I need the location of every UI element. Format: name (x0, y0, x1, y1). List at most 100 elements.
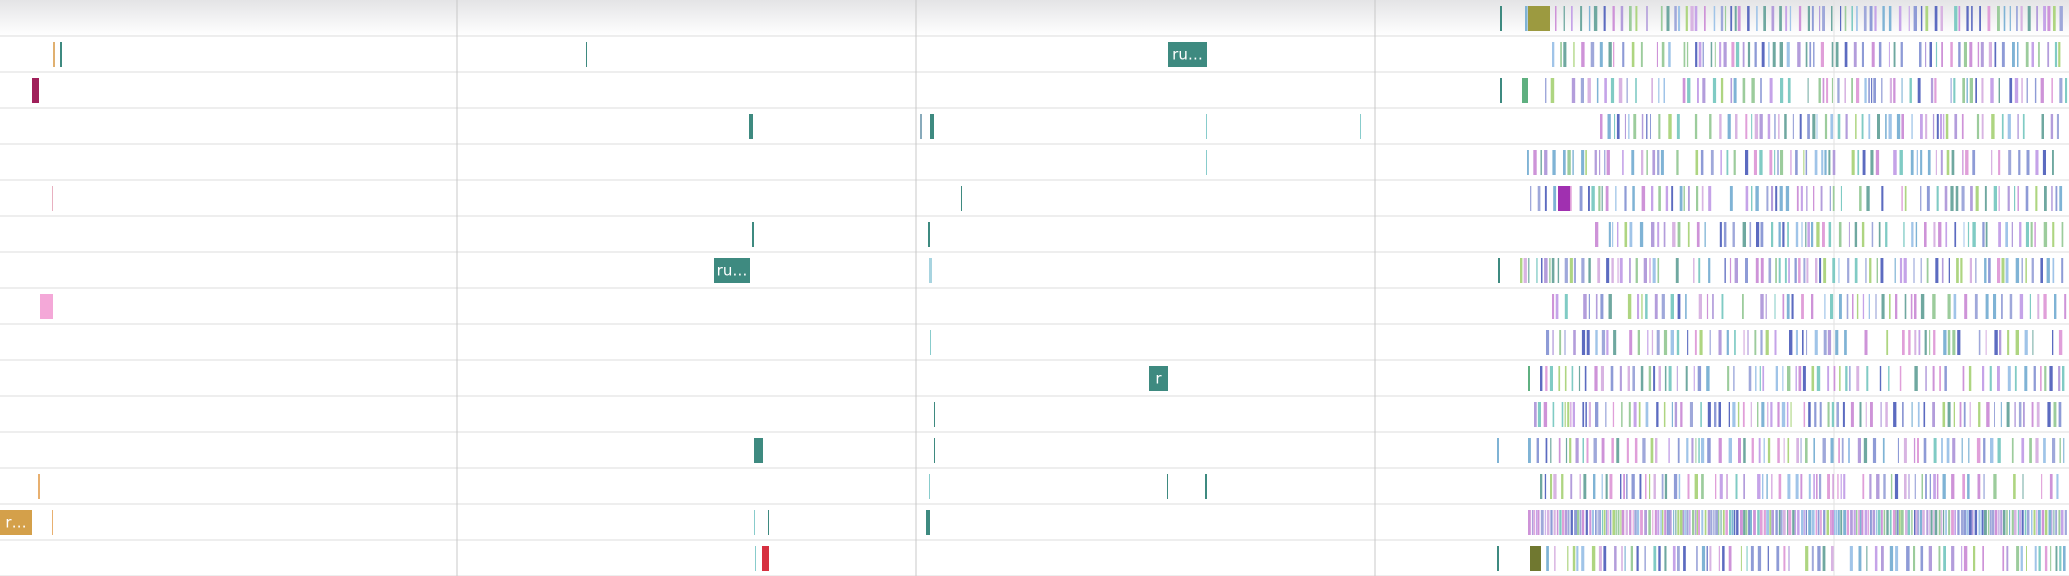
slice (1645, 294, 1648, 319)
slice (1656, 42, 1658, 67)
slice (1819, 402, 1822, 427)
slice (1798, 6, 1802, 31)
slice (1958, 42, 1961, 67)
slice (1729, 186, 1733, 211)
slice (1567, 510, 1570, 535)
slice (1555, 6, 1557, 31)
slice (2016, 546, 2020, 571)
slice (1593, 474, 1596, 499)
slice (1644, 510, 1647, 535)
slice (1601, 474, 1603, 499)
slice (2058, 42, 2061, 67)
slice (1783, 546, 1786, 571)
slice (1742, 222, 1746, 247)
slice[interactable] (714, 258, 750, 283)
slice (2014, 78, 2019, 103)
slice (1947, 402, 1951, 427)
slice (1858, 546, 1862, 571)
slice (1830, 294, 1834, 319)
slice (1811, 546, 1814, 571)
slice-label: ru… (1172, 46, 1203, 64)
slice (1530, 186, 1532, 211)
slice (1761, 42, 1765, 67)
slice (1795, 366, 1797, 391)
slice (1805, 510, 1807, 535)
slice (1967, 222, 1970, 247)
slice (1991, 150, 1993, 175)
slice (1770, 402, 1773, 427)
slice (1957, 330, 1961, 355)
slice (2020, 546, 2023, 571)
slice (1658, 186, 1661, 211)
slice[interactable] (0, 510, 32, 535)
slice (1993, 294, 1997, 319)
slice (1837, 78, 1840, 103)
slice (1806, 258, 1809, 283)
slice (1778, 474, 1782, 499)
slice (1598, 186, 1601, 211)
slice (1610, 366, 1614, 391)
slice (1766, 510, 1769, 535)
slice (1899, 258, 1903, 283)
slice (2017, 186, 2019, 211)
slice[interactable] (1149, 366, 1168, 391)
slice (1668, 114, 1672, 139)
slice (1987, 510, 1990, 535)
slice (1807, 114, 1810, 139)
slice (1666, 6, 1670, 31)
slice (1978, 510, 1981, 535)
slice (1917, 438, 1919, 463)
slice (1962, 150, 1964, 175)
slice (1998, 150, 2001, 175)
slice (1671, 186, 1674, 211)
slice (1599, 510, 1601, 535)
slice (1632, 366, 1635, 391)
slice (1674, 6, 1677, 31)
slice (1951, 474, 1955, 499)
slice (1598, 546, 1602, 571)
slice (1677, 438, 1680, 463)
slice (1814, 330, 1818, 355)
slice (1546, 510, 1550, 535)
slice (1654, 510, 1657, 535)
slice (1723, 42, 1727, 67)
slice (1633, 402, 1637, 427)
slice (2025, 258, 2027, 283)
slice (1600, 294, 1604, 319)
slice (1569, 258, 1573, 283)
slice (1984, 258, 1987, 283)
slice (1925, 42, 1927, 67)
slice (1658, 114, 1661, 139)
slice (1893, 78, 1896, 103)
slice (1615, 510, 1617, 535)
slice (1698, 258, 1701, 283)
slice (1527, 150, 1529, 175)
slice (1713, 6, 1716, 31)
slice (1917, 510, 1919, 535)
slice (2002, 546, 2005, 571)
slice (2019, 294, 2024, 319)
slice (1695, 150, 1699, 175)
slice (1845, 366, 1848, 391)
slice (1901, 78, 1903, 103)
slice (1528, 366, 1530, 391)
slice[interactable] (1168, 42, 1207, 67)
slice (1787, 366, 1791, 391)
slice (1655, 438, 1658, 463)
slice (1689, 510, 1691, 535)
slice (1724, 258, 1726, 283)
slice (1904, 474, 1907, 499)
slice (1652, 150, 1656, 175)
slice (1620, 510, 1622, 535)
slice (1673, 510, 1675, 535)
slice (1624, 546, 1626, 571)
slice (1614, 546, 1617, 571)
slice (1582, 402, 1585, 427)
slice (2059, 186, 2063, 211)
slice (1985, 222, 1988, 247)
slice (1564, 258, 1568, 283)
slice (1805, 42, 1808, 67)
slice (1787, 438, 1790, 463)
slice (1718, 438, 1722, 463)
